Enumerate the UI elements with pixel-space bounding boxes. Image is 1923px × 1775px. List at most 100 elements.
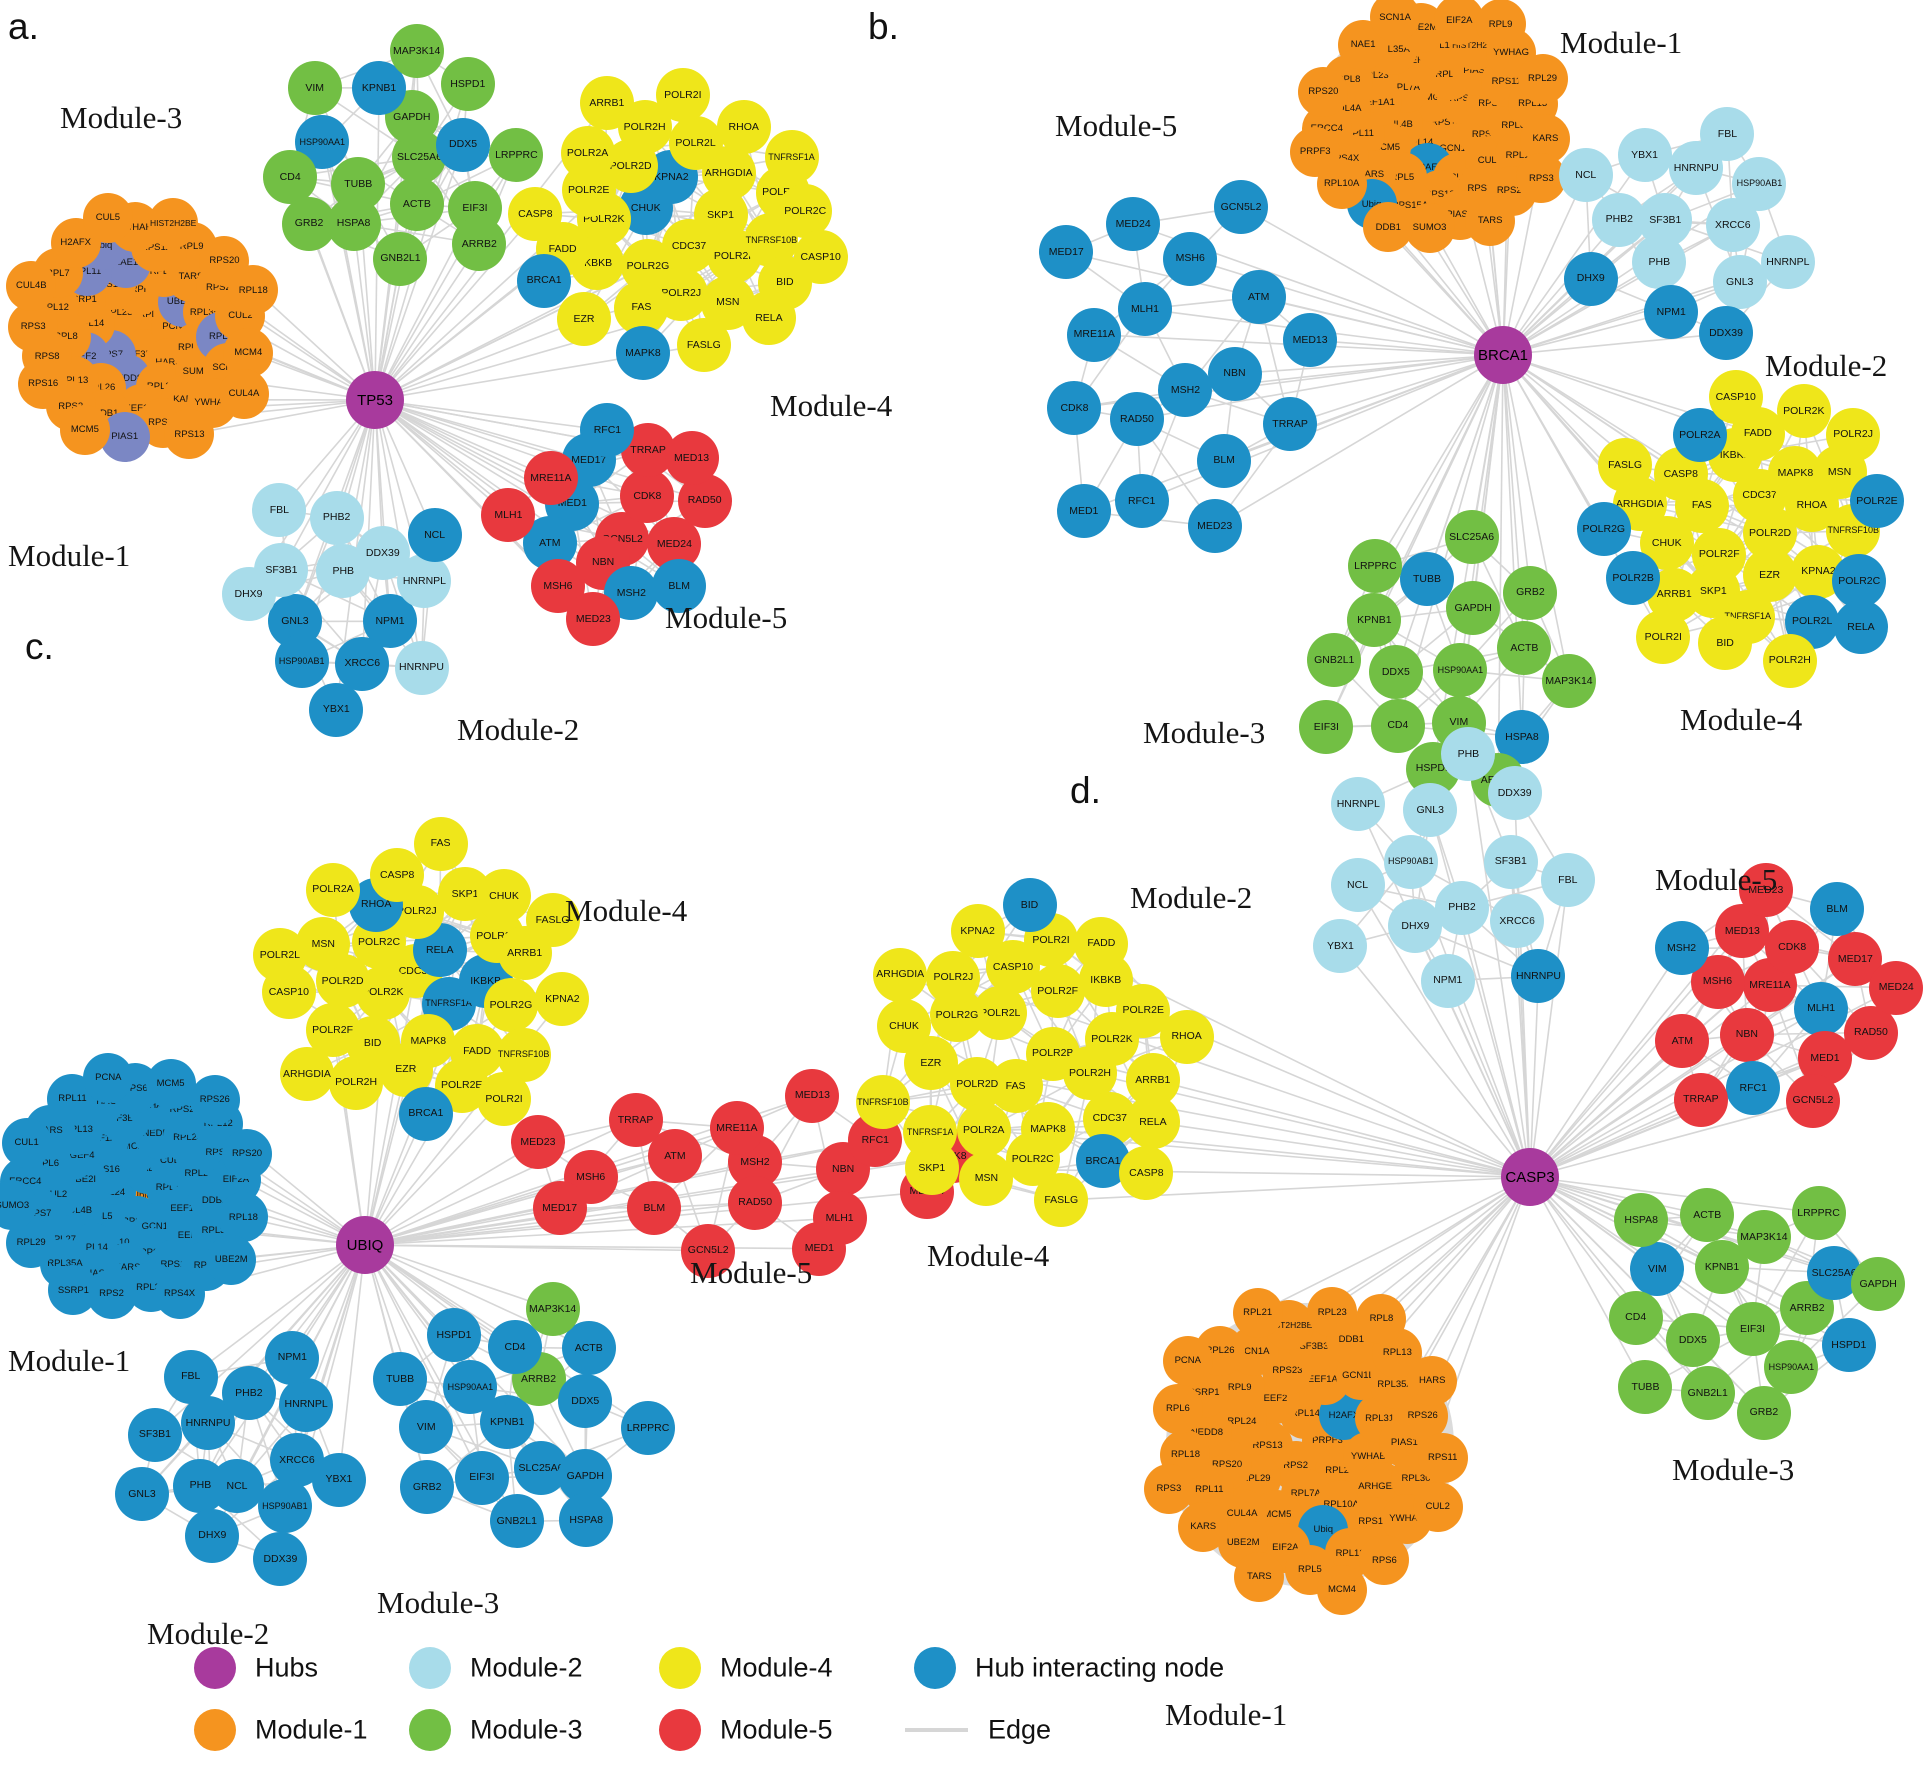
- node-rps3: RPS3: [1143, 1463, 1194, 1514]
- node-mcm5: MCM5: [145, 1058, 196, 1109]
- module-label-a-module-4: Module-4: [770, 388, 893, 423]
- node-nae1: NAE1: [1338, 20, 1389, 71]
- node-hnrnpl: HNRNPL: [279, 1377, 334, 1432]
- node-hnrnpu: HNRNPU: [394, 640, 449, 695]
- edge-line: [1447, 980, 1531, 1178]
- node-fas: FAS: [614, 280, 669, 335]
- node-polr2g: POLR2G: [1576, 502, 1631, 557]
- edge-line: [1470, 354, 1504, 538]
- node-ybx1: YBX1: [1617, 128, 1672, 183]
- node-pcna: PCNA: [1162, 1335, 1213, 1386]
- node-tnfrsf1a: TNFRSF1A: [764, 130, 819, 185]
- node-polr2a: POLR2A: [560, 125, 615, 180]
- edge-line: [364, 1244, 820, 1250]
- node-rps3: RPS3: [1516, 153, 1567, 204]
- edge-line: [364, 970, 417, 1246]
- edge-line: [1497, 354, 1504, 781]
- edge-line: [1234, 354, 1504, 375]
- node-dhx9: DHX9: [1563, 251, 1618, 306]
- node-rps20: RPS20: [222, 1128, 272, 1179]
- hub-casp3: CASP3: [1501, 1148, 1559, 1206]
- node-rad50: RAD50: [1109, 392, 1164, 447]
- edge-line: [1502, 154, 1646, 356]
- node-rfc1: RFC1: [1114, 474, 1169, 529]
- node-rps11: RPS11: [1417, 1432, 1468, 1483]
- legend-swatch-hub: [194, 1647, 236, 1689]
- legend-swatch-m5: [659, 1709, 701, 1751]
- node-msh2: MSH2: [1654, 921, 1709, 976]
- module-label-d-module-1: Module-1: [1165, 1697, 1288, 1732]
- node-grb2: GRB2: [282, 196, 337, 251]
- module-label-d-module-5: Module-5: [1655, 862, 1778, 897]
- node-blm: BLM: [627, 1180, 682, 1235]
- node-ssrp1: SSRP1: [48, 1265, 99, 1316]
- node-fbl: FBL: [163, 1349, 218, 1404]
- node-med23: MED23: [1738, 863, 1793, 918]
- node-bid: BID: [1698, 616, 1753, 671]
- node-brca1: BRCA1: [398, 1086, 453, 1141]
- node-ddx39: DDX39: [253, 1531, 308, 1586]
- node-polr2b: POLR2B: [1606, 550, 1661, 605]
- edge-line: [374, 399, 509, 516]
- node-rps4x: RPS4X: [154, 1269, 205, 1320]
- node-gcn5l2: GCN5L2: [681, 1223, 736, 1278]
- module-label-c-module-1: Module-1: [8, 1343, 131, 1378]
- node-gapdh: GAPDH: [1446, 581, 1501, 635]
- node-vim: VIM: [287, 60, 342, 115]
- node-cd4: CD4: [488, 1320, 543, 1375]
- node-arrb2: ARRB2: [511, 1352, 566, 1407]
- node-tubb: TUBB: [373, 1351, 428, 1406]
- node-gnl3: GNL3: [114, 1467, 169, 1522]
- edge-line: [1467, 754, 1531, 1178]
- node-fbl: FBL: [1540, 853, 1595, 908]
- edge-line: [364, 1207, 560, 1246]
- edge-line: [364, 1244, 471, 1388]
- panel-letter-d: d.: [1070, 770, 1101, 811]
- node-phb: PHB: [1632, 235, 1687, 290]
- node-rpl18: RPL18: [228, 265, 279, 316]
- node-med24: MED24: [1106, 197, 1161, 252]
- node-blm: BLM: [652, 558, 707, 613]
- edge-line: [364, 1244, 553, 1310]
- node-phb2: PHB2: [221, 1366, 276, 1421]
- node-rpl6: RPL6: [1152, 1383, 1203, 1434]
- node-polr2h: POLR2H: [1762, 633, 1817, 688]
- edge-line: [352, 223, 376, 401]
- node-arhgdia: ARHGDIA: [279, 1046, 334, 1101]
- edge-line: [1529, 1176, 1647, 1388]
- node-hist2h2be: HIST2H2BE: [148, 197, 199, 248]
- legend-label-m5: Module-5: [720, 1714, 833, 1745]
- module-label-a-module-3: Module-3: [60, 100, 183, 135]
- edge-line: [1289, 354, 1504, 426]
- edge-line: [308, 223, 376, 401]
- node-ncl: NCL: [407, 508, 462, 563]
- node-casp8: CASP8: [508, 186, 563, 241]
- legend-swatch-m1: [194, 1709, 236, 1751]
- node-hnrnpu: HNRNPU: [1511, 949, 1566, 1004]
- node-lrpprc: LRPPRC: [621, 1400, 675, 1455]
- module-label-b-module-1: Module-1: [1560, 25, 1683, 60]
- node-sf3b1: SF3B1: [1483, 834, 1538, 889]
- node-hspa8: HSPA8: [1614, 1193, 1669, 1248]
- node-msh2: MSH2: [604, 566, 659, 621]
- module-label-b-module-4: Module-4: [1680, 702, 1803, 737]
- node-lrpprc: LRPPRC: [1348, 539, 1403, 594]
- edge-line: [1339, 945, 1531, 1178]
- module-label-b-module-3: Module-3: [1143, 715, 1266, 750]
- node-med23: MED23: [510, 1115, 565, 1170]
- node-rpl21: RPL21: [1232, 1287, 1283, 1338]
- node-actb: ACTB: [561, 1321, 616, 1376]
- node-fbl: FBL: [252, 483, 307, 538]
- node-rfc1: RFC1: [1726, 1061, 1781, 1116]
- legend-label-m3: Module-3: [470, 1714, 583, 1745]
- edge-line: [364, 1069, 407, 1246]
- legend-swatch-hi: [914, 1647, 956, 1689]
- module-label-c-module-2: Module-2: [147, 1616, 270, 1651]
- node-mapk8: MAPK8: [615, 326, 670, 381]
- node-tars: TARS: [1234, 1552, 1285, 1603]
- node-hsp90aa1: HSP90AA1: [443, 1360, 498, 1415]
- node-rpl23: RPL23: [1307, 1287, 1358, 1338]
- node-eif3i: EIF3I: [1299, 700, 1354, 755]
- node-med1: MED1: [1056, 484, 1111, 539]
